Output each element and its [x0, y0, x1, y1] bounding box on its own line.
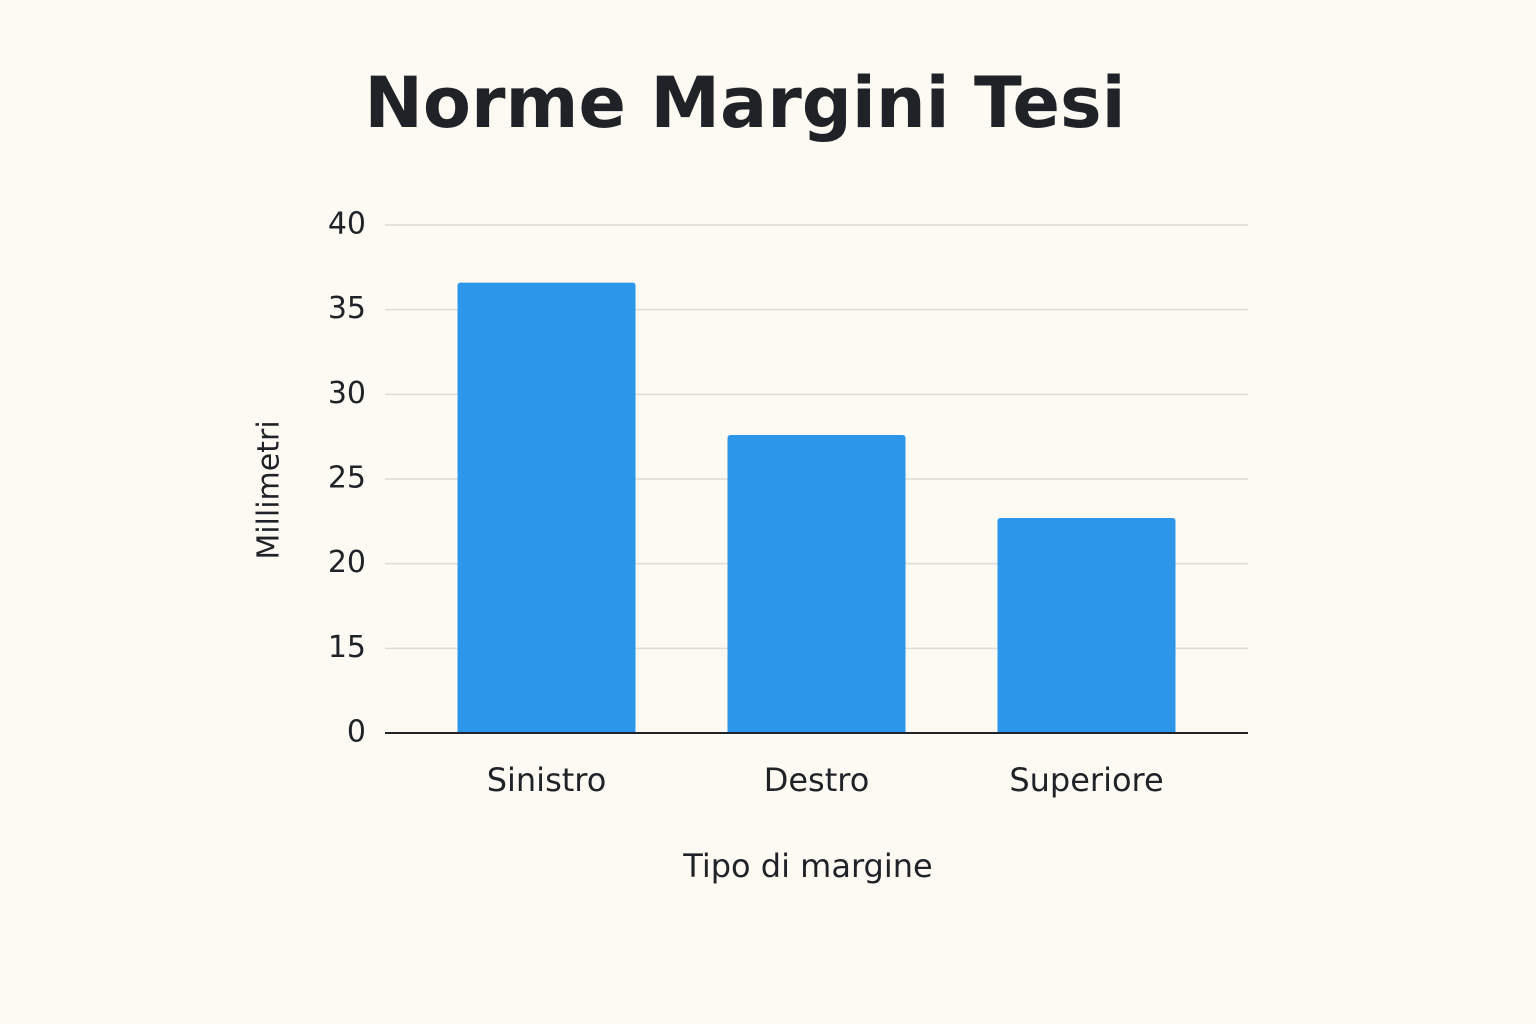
chart-title: Norme Margini Tesi — [364, 62, 1125, 144]
y-tick-label: 20 — [328, 545, 366, 580]
y-axis-label: Millimetri — [252, 420, 287, 559]
x-tick-label: Destro — [764, 761, 870, 799]
y-tick-label: 30 — [328, 376, 366, 411]
bar — [997, 517, 1176, 733]
y-tick-label: 35 — [328, 291, 366, 326]
x-tick-label: Sinistro — [487, 761, 607, 799]
bar — [727, 434, 906, 733]
bar — [457, 282, 636, 733]
y-tick-label: 15 — [328, 630, 366, 665]
x-tick-label: Superiore — [1009, 761, 1163, 799]
y-tick-label: 0 — [347, 715, 366, 750]
y-tick-label: 25 — [328, 461, 366, 496]
x-axis-label: Tipo di margine — [682, 847, 932, 885]
y-tick-label: 40 — [328, 207, 366, 242]
